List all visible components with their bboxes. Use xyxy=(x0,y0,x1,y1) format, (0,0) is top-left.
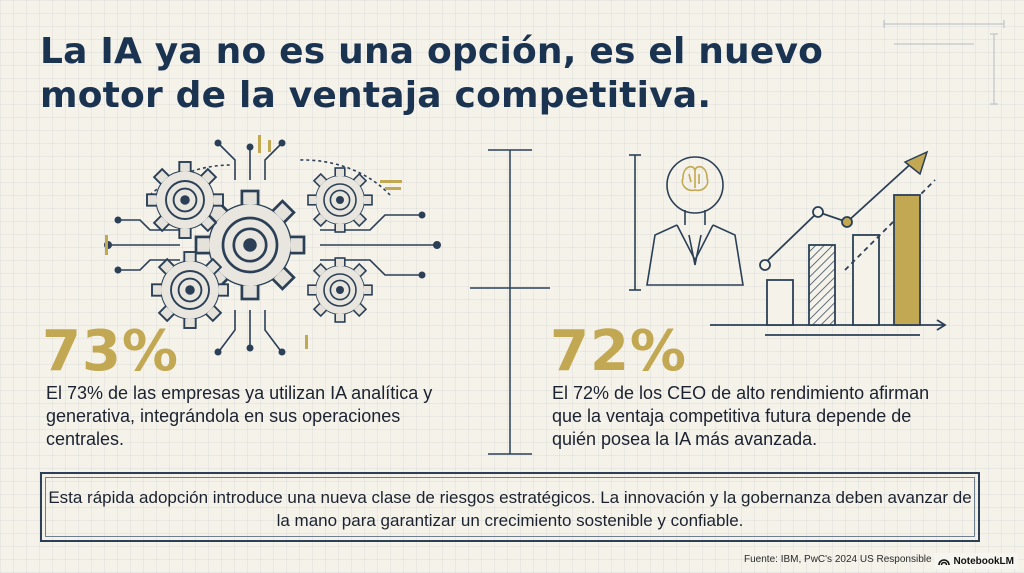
source-citation: Fuente: IBM, PwC's 2024 US Responsible A xyxy=(744,554,941,565)
notebooklm-logo-icon xyxy=(938,559,951,566)
right-stat-value: 72% xyxy=(550,319,688,384)
callout-text: Esta rápida adopción introduce una nueva… xyxy=(48,488,972,530)
center-divider xyxy=(470,149,550,455)
ceo-growth-chart-icon xyxy=(629,150,947,336)
title-line-1: La IA ya no es una opción, es el nuevo xyxy=(40,31,824,72)
badge-label: NotebookLM xyxy=(953,555,1014,567)
left-stat-value: 73% xyxy=(42,319,180,384)
notebooklm-badge: NotebookLM xyxy=(934,553,1018,569)
right-stat-description: El 72% de los CEO de alto rendimiento af… xyxy=(552,383,930,449)
blueprint-corner-decoration xyxy=(883,20,1005,105)
title-line-2: motor de la ventaja competitiva. xyxy=(40,75,712,116)
page-title: La IA ya no es una opción, es el nuevo m… xyxy=(40,30,823,118)
gears-circuit-icon xyxy=(104,135,441,356)
callout-box: Esta rápida adopción introduce una nueva… xyxy=(40,472,980,542)
left-stat-description: El 73% de las empresas ya utilizan IA an… xyxy=(46,383,433,449)
